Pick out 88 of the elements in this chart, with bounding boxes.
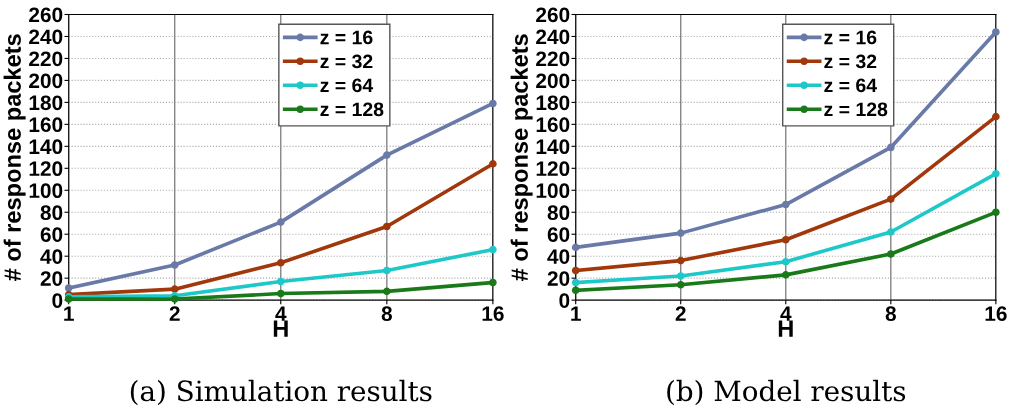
- legend-label: z = 64: [824, 78, 877, 93]
- y-tick-label: 20: [547, 271, 570, 286]
- y-tick-label: 160: [29, 117, 63, 133]
- point: [781, 257, 790, 266]
- point: [170, 261, 179, 269]
- legend-label: z = 16: [824, 30, 877, 45]
- point: [276, 258, 285, 267]
- y-tick-label: 220: [536, 51, 570, 67]
- point: [489, 160, 497, 168]
- legend-label: z = 128: [320, 102, 384, 117]
- y-tick-label: 180: [536, 95, 570, 111]
- x-tick-label: 1: [571, 306, 581, 321]
- y-tick-label: 180: [29, 95, 63, 111]
- legend-label: z = 32: [824, 54, 877, 69]
- y-tick-label: 0: [559, 293, 570, 308]
- point: [571, 243, 580, 252]
- y-tick-label: 60: [40, 227, 63, 242]
- legend-label: z = 16: [320, 30, 373, 45]
- point: [886, 143, 895, 152]
- point: [676, 229, 685, 237]
- x-tick-label: 4: [275, 306, 287, 321]
- point: [992, 112, 1000, 121]
- point: [992, 169, 1000, 178]
- point: [383, 287, 391, 296]
- y-tick-label: 100: [29, 183, 63, 199]
- legend-label: z = 128: [824, 102, 888, 117]
- point: [170, 285, 179, 293]
- point: [886, 250, 895, 258]
- point: [276, 218, 285, 226]
- y-tick-label: 240: [29, 29, 63, 45]
- x-tick-label: 2: [675, 306, 686, 321]
- y-tick-label: 80: [547, 205, 570, 221]
- point: [383, 151, 391, 159]
- text: (a) Simulation results: [130, 379, 432, 406]
- point: [992, 28, 1000, 36]
- point: [489, 245, 497, 254]
- y-tick-label: 160: [536, 117, 570, 133]
- legend-label: z = 64: [320, 78, 374, 93]
- y-tick-label: 220: [29, 51, 63, 67]
- point: [992, 208, 1000, 217]
- x-tick-label: 4: [780, 306, 792, 321]
- point: [170, 295, 179, 303]
- point: [781, 235, 790, 244]
- y-tick-label: 40: [40, 249, 63, 264]
- x-tick-label: 1: [64, 306, 74, 321]
- y-tick-label: 60: [547, 227, 570, 242]
- point: [886, 228, 895, 236]
- point: [571, 286, 580, 295]
- y-tick-label: 240: [536, 29, 570, 45]
- y-tick-label: 20: [40, 271, 63, 286]
- point: [64, 284, 73, 292]
- y-tick-label: 200: [29, 73, 63, 89]
- y-tick-label: 140: [29, 139, 63, 155]
- y-tick-label: 140: [536, 139, 570, 155]
- legend-label: z = 32: [320, 54, 373, 69]
- x-axis-title: H: [778, 320, 793, 337]
- point: [676, 280, 685, 289]
- point: [276, 277, 285, 286]
- point: [886, 195, 895, 203]
- point: [383, 266, 391, 275]
- text: (b) Model results: [667, 379, 906, 406]
- x-tick-label: 16: [482, 306, 504, 322]
- x-axis-title: H: [273, 320, 288, 337]
- point: [489, 99, 497, 108]
- y-tick-label: 260: [536, 7, 570, 23]
- y-axis-title: # of response packets: [510, 34, 533, 281]
- point: [489, 278, 497, 287]
- point: [781, 271, 790, 279]
- y-tick-label: 80: [40, 205, 63, 221]
- point: [676, 256, 685, 265]
- y-tick-label: 120: [536, 161, 570, 177]
- point: [676, 272, 685, 280]
- point: [571, 266, 580, 275]
- y-tick-label: 100: [536, 183, 570, 199]
- x-tick-label: 8: [381, 306, 392, 322]
- y-tick-label: 120: [29, 161, 63, 177]
- y-tick-label: 200: [536, 73, 570, 89]
- x-tick-label: 8: [885, 306, 896, 322]
- point: [571, 278, 580, 287]
- x-tick-label: 16: [985, 306, 1007, 322]
- point: [781, 200, 790, 209]
- y-tick-label: 260: [29, 7, 63, 23]
- y-tick-label: 40: [547, 249, 570, 264]
- point: [276, 289, 285, 298]
- x-tick-label: 2: [169, 306, 180, 321]
- point: [383, 222, 391, 231]
- y-tick-label: 0: [52, 293, 63, 308]
- y-axis-title: # of response packets: [3, 34, 26, 281]
